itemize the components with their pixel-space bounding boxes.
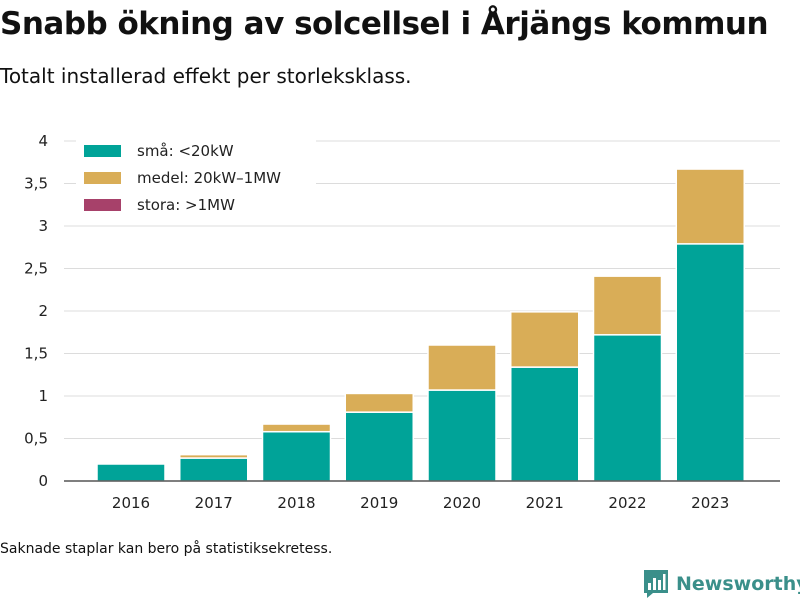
- x-tick-label: 2019: [360, 494, 398, 512]
- y-tick-label: 0,5: [24, 430, 48, 448]
- x-tick-label: 2016: [112, 494, 150, 512]
- legend-swatch: [84, 145, 121, 157]
- footnote: Saknade staplar kan bero på statistiksek…: [0, 541, 333, 557]
- bar-segment[interactable]: [179, 457, 249, 482]
- bar-segment[interactable]: [344, 392, 414, 413]
- y-tick-label: 2,5: [24, 260, 48, 278]
- y-tick-label: 3,5: [24, 175, 48, 193]
- bar-segment[interactable]: [675, 243, 745, 482]
- y-tick-label: 1: [38, 387, 48, 405]
- bar-segment[interactable]: [592, 275, 663, 336]
- x-tick-label: 2017: [195, 494, 233, 512]
- y-tick-label: 3: [38, 217, 48, 235]
- newsworthy-logo[interactable]: Newsworthy: [643, 568, 800, 600]
- y-tick-label: 1,5: [24, 345, 48, 363]
- legend-label: små: <20kW: [137, 142, 234, 160]
- chart-subtitle: Totalt installerad effekt per storlekskl…: [0, 64, 412, 88]
- x-tick-label: 2023: [691, 494, 729, 512]
- bar-segment[interactable]: [344, 411, 414, 482]
- bar-segment[interactable]: [179, 453, 249, 459]
- bar-segment[interactable]: [261, 423, 332, 433]
- x-tick-label: 2020: [443, 494, 481, 512]
- axes: 0 0,5 1 1,5 2 2,5 3 3,5 4 2016 2017 2018 2019 2020 202…: [24, 132, 780, 512]
- x-tick-label: 2018: [277, 494, 315, 512]
- stacked-bar-chart: 0 0,5 1 1,5 2 2,5 3 3,5 4 2016 2017 2018 2019 2020 202…: [24, 132, 780, 512]
- bar-segment[interactable]: [675, 168, 745, 245]
- bar-segment[interactable]: [510, 366, 580, 482]
- y-tick-label: 2: [38, 302, 48, 320]
- legend: små: <20kW medel: 20kW–1MW stora: >1MW: [76, 138, 316, 220]
- bar-segment[interactable]: [427, 389, 497, 482]
- brand-name: Newsworthy: [676, 573, 800, 595]
- legend-swatch: [84, 172, 121, 184]
- x-tick-label: 2021: [526, 494, 564, 512]
- y-tick-label: 4: [38, 132, 48, 150]
- bar-chart-icon: [644, 570, 668, 598]
- chart-title: Snabb ökning av solcellsel i Årjängs kom…: [0, 6, 769, 42]
- bar-segment[interactable]: [592, 334, 663, 482]
- legend-swatch: [84, 199, 121, 211]
- x-tick-label: 2022: [608, 494, 646, 512]
- bar-segment[interactable]: [510, 311, 580, 368]
- bars: [96, 168, 745, 482]
- legend-label: medel: 20kW–1MW: [137, 169, 281, 187]
- bar-segment[interactable]: [96, 463, 166, 482]
- bar-segment[interactable]: [427, 344, 497, 391]
- bar-segment[interactable]: [261, 430, 332, 482]
- legend-label: stora: >1MW: [137, 196, 235, 214]
- y-tick-label: 0: [38, 472, 48, 490]
